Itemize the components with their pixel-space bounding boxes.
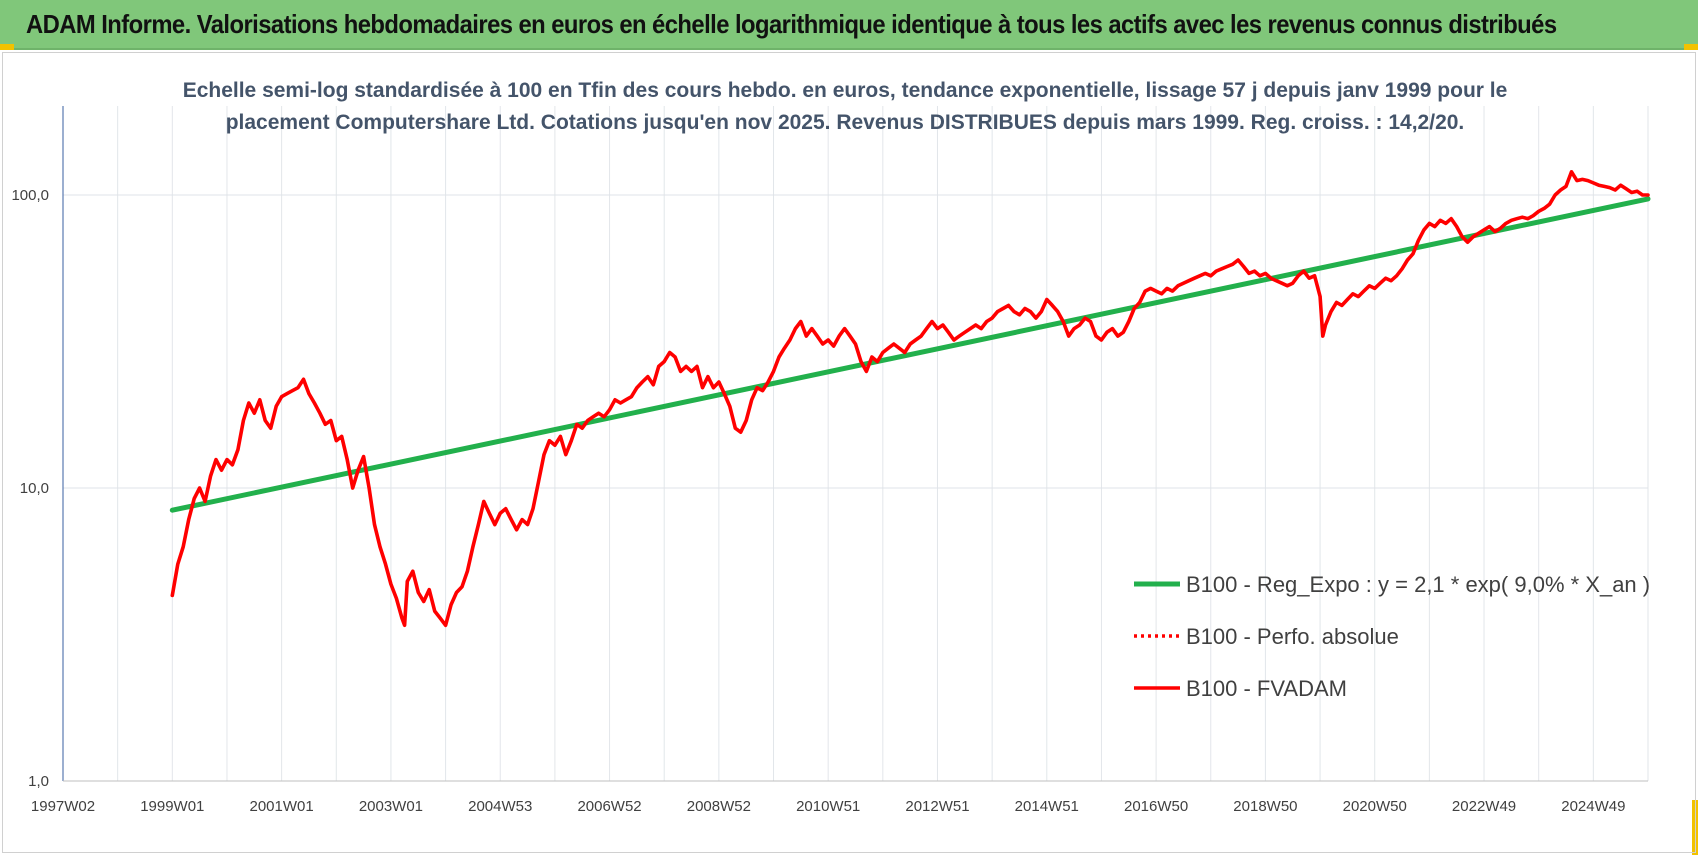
chart-frame [2, 52, 1696, 853]
grid [62, 106, 1649, 782]
x-tick-label: 1997W02 [31, 798, 95, 815]
x-tick-label: 2010W51 [796, 798, 860, 815]
x-tick-label: 2020W50 [1343, 798, 1407, 815]
chart-title-line: Echelle semi-log standardisée à 100 en T… [183, 79, 1508, 102]
corner-marker-top-right [1684, 44, 1698, 50]
y-tick-label: 100,0 [11, 187, 49, 204]
x-tick-label: 2014W51 [1015, 798, 1079, 815]
axes: 100,0 10,0 1,0 1997W02 1999W01 2001W01 2003W01… [11, 106, 1648, 815]
series-line-2 [170, 170, 1650, 628]
x-tick-label: 2001W01 [250, 798, 314, 815]
x-tick-label: 2008W52 [687, 798, 751, 815]
x-tick-label: 2006W52 [577, 798, 641, 815]
x-tick-label: 2018W50 [1233, 798, 1297, 815]
x-tick-label: 2022W49 [1452, 798, 1516, 815]
title-banner: ADAM Informe. Valorisations hebdomadaire… [0, 0, 1698, 50]
legend-label: B100 - Perfo. absolue [1186, 624, 1399, 649]
report-title: ADAM Informe. Valorisations hebdomadaire… [26, 9, 1557, 39]
legend-label: B100 - Reg_Expo : y = 2,1 * exp( 9,0% * … [1186, 572, 1650, 597]
x-tick-label: 2004W53 [468, 798, 532, 815]
x-tick-label: 2016W50 [1124, 798, 1188, 815]
x-tick-label: 2003W01 [359, 798, 423, 815]
chart-title: Echelle semi-log standardisée à 100 en T… [183, 79, 1508, 134]
x-tick-label: 1999W01 [140, 798, 204, 815]
legend: B100 - Reg_Expo : y = 2,1 * exp( 9,0% * … [1134, 572, 1650, 701]
corner-marker-top-left [0, 44, 14, 50]
x-tick-label: 2012W51 [905, 798, 969, 815]
y-tick-label: 10,0 [20, 480, 49, 497]
series-line-0 [169, 196, 1651, 513]
legend-label: B100 - FVADAM [1186, 676, 1347, 701]
y-tick-label: 1,0 [28, 773, 49, 790]
series-layer [169, 170, 1651, 628]
x-tick-label: 2024W49 [1561, 798, 1625, 815]
chart-title-line: placement Computershare Ltd. Cotations j… [226, 111, 1465, 134]
